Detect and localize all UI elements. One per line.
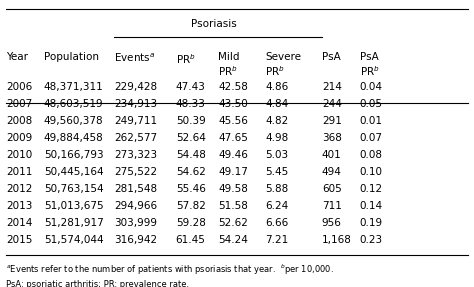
- Text: 4.98: 4.98: [265, 133, 289, 143]
- Text: Psoriasis: Psoriasis: [191, 19, 237, 29]
- Text: 49,560,378: 49,560,378: [44, 116, 103, 126]
- Text: 5.88: 5.88: [265, 184, 289, 194]
- Text: 48,371,311: 48,371,311: [44, 82, 103, 92]
- Text: 51.58: 51.58: [218, 201, 248, 211]
- Text: 52.64: 52.64: [176, 133, 206, 143]
- Text: 275,522: 275,522: [115, 167, 158, 177]
- Text: PsA: psoriatic arthritis; PR: prevalence rate.: PsA: psoriatic arthritis; PR: prevalence…: [6, 280, 189, 287]
- Text: 956: 956: [322, 218, 342, 228]
- Text: PsA
PR$^b$: PsA PR$^b$: [359, 52, 379, 78]
- Text: Events$^a$: Events$^a$: [115, 52, 155, 64]
- Text: 229,428: 229,428: [115, 82, 158, 92]
- Text: 0.10: 0.10: [359, 167, 383, 177]
- Text: 0.19: 0.19: [359, 218, 383, 228]
- Text: 50,445,164: 50,445,164: [44, 167, 103, 177]
- Text: 4.82: 4.82: [265, 116, 289, 126]
- Text: 605: 605: [322, 184, 342, 194]
- Text: 2013: 2013: [6, 201, 33, 211]
- Text: 1,168: 1,168: [322, 235, 352, 245]
- Text: PR$^b$: PR$^b$: [176, 52, 196, 66]
- Text: 42.58: 42.58: [218, 82, 248, 92]
- Text: 49.58: 49.58: [218, 184, 248, 194]
- Text: 54.62: 54.62: [176, 167, 206, 177]
- Text: 711: 711: [322, 201, 342, 211]
- Text: 0.12: 0.12: [359, 184, 383, 194]
- Text: 49.17: 49.17: [218, 167, 248, 177]
- Text: 0.14: 0.14: [359, 201, 383, 211]
- Text: 0.05: 0.05: [359, 99, 383, 109]
- Text: 49.46: 49.46: [218, 150, 248, 160]
- Text: 2014: 2014: [6, 218, 33, 228]
- Text: 303,999: 303,999: [115, 218, 157, 228]
- Text: 294,966: 294,966: [115, 201, 158, 211]
- Text: 4.86: 4.86: [265, 82, 289, 92]
- Text: 2008: 2008: [6, 116, 32, 126]
- Text: 0.04: 0.04: [359, 82, 383, 92]
- Text: 54.24: 54.24: [218, 235, 248, 245]
- Text: 50,166,793: 50,166,793: [44, 150, 103, 160]
- Text: 48.33: 48.33: [176, 99, 206, 109]
- Text: 262,577: 262,577: [115, 133, 158, 143]
- Text: 47.43: 47.43: [176, 82, 206, 92]
- Text: 49,884,458: 49,884,458: [44, 133, 103, 143]
- Text: 244: 244: [322, 99, 342, 109]
- Text: 7.21: 7.21: [265, 235, 289, 245]
- Text: 6.66: 6.66: [265, 218, 289, 228]
- Text: 249,711: 249,711: [115, 116, 158, 126]
- Text: 59.28: 59.28: [176, 218, 206, 228]
- Text: 5.03: 5.03: [265, 150, 288, 160]
- Text: 51,013,675: 51,013,675: [44, 201, 103, 211]
- Text: 51,574,044: 51,574,044: [44, 235, 103, 245]
- Text: 214: 214: [322, 82, 342, 92]
- Text: $^a$Events refer to the number of patients with psoriasis that year.  $^b$per 10: $^a$Events refer to the number of patien…: [6, 262, 334, 276]
- Text: 273,323: 273,323: [115, 150, 158, 160]
- Text: 2006: 2006: [6, 82, 32, 92]
- Text: Mild
PR$^b$: Mild PR$^b$: [218, 52, 240, 78]
- Text: 5.45: 5.45: [265, 167, 289, 177]
- Text: 50.39: 50.39: [176, 116, 206, 126]
- Text: 4.84: 4.84: [265, 99, 289, 109]
- Text: 234,913: 234,913: [115, 99, 158, 109]
- Text: 57.82: 57.82: [176, 201, 206, 211]
- Text: 54.48: 54.48: [176, 150, 206, 160]
- Text: Population: Population: [44, 52, 99, 62]
- Text: 0.08: 0.08: [359, 150, 383, 160]
- Text: 55.46: 55.46: [176, 184, 206, 194]
- Text: 52.62: 52.62: [218, 218, 248, 228]
- Text: 0.07: 0.07: [359, 133, 383, 143]
- Text: 2015: 2015: [6, 235, 33, 245]
- Text: 6.24: 6.24: [265, 201, 289, 211]
- Text: 2009: 2009: [6, 133, 32, 143]
- Text: 368: 368: [322, 133, 342, 143]
- Text: PsA: PsA: [322, 52, 341, 62]
- Text: 2007: 2007: [6, 99, 32, 109]
- Text: 2011: 2011: [6, 167, 33, 177]
- Text: 50,763,154: 50,763,154: [44, 184, 103, 194]
- Text: Severe
PR$^b$: Severe PR$^b$: [265, 52, 301, 78]
- Text: 401: 401: [322, 150, 342, 160]
- Text: 291: 291: [322, 116, 342, 126]
- Text: 2010: 2010: [6, 150, 32, 160]
- Text: 316,942: 316,942: [115, 235, 158, 245]
- Text: 0.01: 0.01: [359, 116, 383, 126]
- Text: 494: 494: [322, 167, 342, 177]
- Text: Year: Year: [6, 52, 28, 62]
- Text: 0.23: 0.23: [359, 235, 383, 245]
- Text: 2012: 2012: [6, 184, 33, 194]
- Text: 48,603,519: 48,603,519: [44, 99, 103, 109]
- Text: 281,548: 281,548: [115, 184, 158, 194]
- Text: 43.50: 43.50: [218, 99, 248, 109]
- Text: 47.65: 47.65: [218, 133, 248, 143]
- Text: 45.56: 45.56: [218, 116, 248, 126]
- Text: 51,281,917: 51,281,917: [44, 218, 103, 228]
- Text: 61.45: 61.45: [176, 235, 206, 245]
